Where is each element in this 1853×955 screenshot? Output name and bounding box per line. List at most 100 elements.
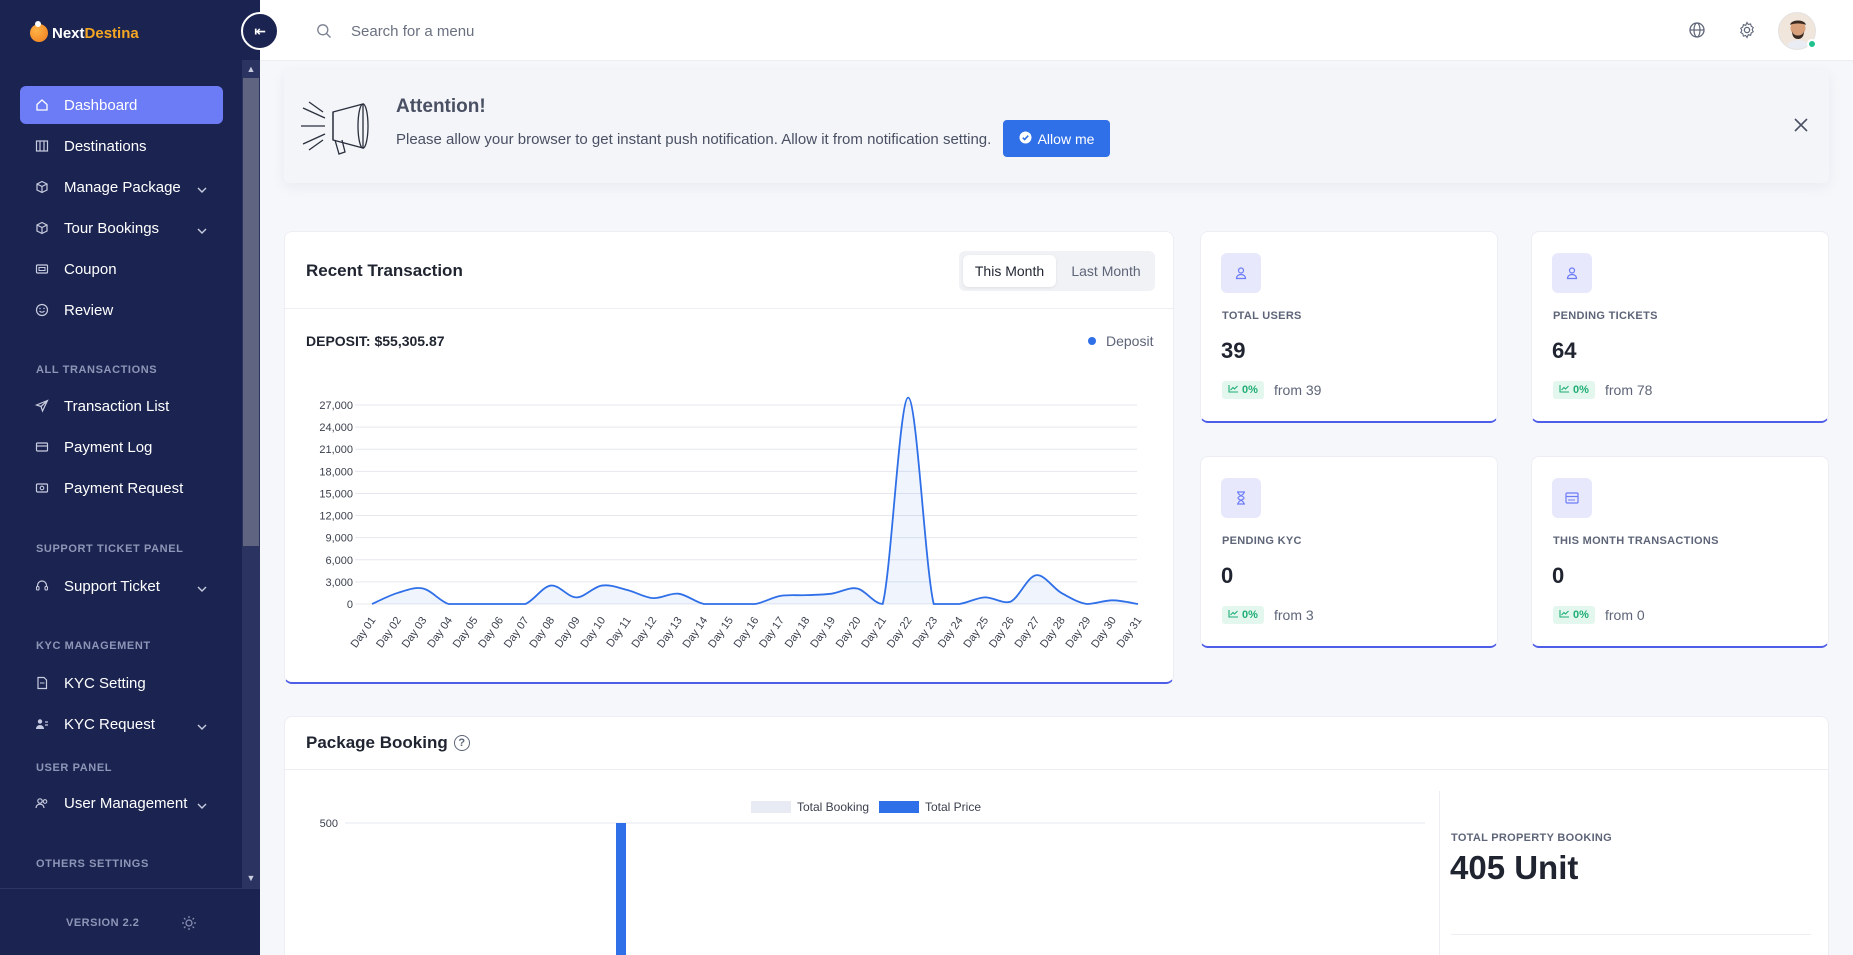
trend-icon — [1559, 609, 1570, 621]
sidebar-item-label: KYC Setting — [64, 674, 146, 692]
stat-label: PENDING KYC — [1222, 535, 1302, 547]
bar-total-price — [616, 823, 626, 955]
version-label: VERSION 2.2 — [66, 917, 140, 929]
package-chart-legend: Total Booking Total Price — [751, 800, 981, 814]
search-input[interactable] — [351, 18, 751, 44]
tab-last-month[interactable]: Last Month — [1071, 263, 1141, 279]
sidebar-item-label: KYC Request — [64, 715, 155, 733]
sidebar-scroll-thumb[interactable] — [243, 78, 259, 546]
x-tick-label: Day 06 — [476, 615, 506, 650]
x-tick-label: Day 19 — [808, 615, 838, 650]
package-icon — [34, 220, 50, 236]
package-booking-card: Package Booking ? Total Booking Total Pri… — [284, 716, 1829, 955]
user-list-icon — [34, 716, 50, 732]
chart-legend[interactable]: Deposit — [1088, 333, 1153, 349]
scroll-up-arrow-icon[interactable]: ▲ — [246, 64, 256, 74]
brand-name-part2: Destina — [84, 24, 139, 42]
x-tick-label: Day 23 — [910, 615, 940, 650]
user-icon — [1552, 253, 1592, 293]
sidebar-item-transaction-list[interactable]: Transaction List — [20, 387, 223, 425]
period-tabs: This Month Last Month — [959, 251, 1155, 291]
stat-card-this-month-transactions: THIS MONTH TRANSACTIONS 0 0% from 0 — [1531, 456, 1829, 648]
globe-icon[interactable] — [1688, 21, 1706, 44]
online-status-dot — [1807, 39, 1817, 49]
x-tick-label: Day 07 — [502, 615, 532, 650]
gear-icon[interactable] — [1738, 21, 1756, 44]
chevron-down-icon — [197, 579, 207, 596]
sidebar-item-tour-bookings[interactable]: Tour Bookings — [20, 209, 223, 247]
sidebar-item-payment-log[interactable]: Payment Log — [20, 428, 223, 466]
sidebar-item-label: Destinations — [64, 137, 147, 155]
sidebar-item-payment-request[interactable]: Payment Request — [20, 469, 223, 507]
legend-dot — [1088, 337, 1096, 345]
close-icon[interactable] — [1793, 117, 1809, 138]
x-tick-label: Day 29 — [1064, 615, 1094, 650]
home-icon — [34, 97, 50, 113]
x-tick-label: Day 31 — [1115, 615, 1145, 650]
banner-title: Attention! — [396, 96, 486, 117]
chevron-down-icon — [197, 180, 207, 197]
collapse-arrow-icon: ⇤ — [254, 22, 266, 39]
x-tick-label: Day 04 — [425, 615, 455, 650]
smile-icon — [34, 302, 50, 318]
ticket-icon — [34, 261, 50, 277]
sidebar-item-coupon[interactable]: Coupon — [20, 250, 223, 288]
x-tick-label: Day 13 — [655, 615, 685, 650]
x-tick-label: Day 10 — [578, 615, 608, 650]
sidebar-item-label: Transaction List — [64, 397, 170, 415]
section-kyc-management: KYC MANAGEMENT — [36, 640, 151, 652]
stat-change-value: 0% — [1242, 609, 1258, 621]
stat-card-pending-kyc: PENDING KYC 0 0% from 3 — [1200, 456, 1498, 648]
check-circle-icon — [1019, 131, 1032, 147]
sidebar-item-manage-package[interactable]: Manage Package — [20, 168, 223, 206]
sidebar-nav: Dashboard Destinations Manage Package To… — [0, 78, 242, 878]
credit-card-icon — [34, 439, 50, 455]
sidebar-item-destinations[interactable]: Destinations — [20, 127, 223, 165]
help-icon[interactable]: ? — [453, 735, 470, 751]
stat-change-value: 0% — [1573, 609, 1589, 621]
chevron-down-icon — [197, 796, 207, 813]
x-tick-label: Day 16 — [732, 615, 762, 650]
deposit-area-chart: 0 3,000 6,000 9,000 12,000 15,000 18,000 21,000… — [319, 396, 1145, 650]
send-icon — [34, 398, 50, 414]
sidebar-item-label: Coupon — [64, 260, 117, 278]
card-title: Package Booking ? — [306, 733, 470, 753]
y-tick-label: 3,000 — [325, 577, 353, 589]
x-tick-label: Day 08 — [527, 615, 557, 650]
legend-label-total-booking: Total Booking — [797, 800, 869, 814]
users-icon — [34, 795, 50, 811]
sidebar-item-review[interactable]: Review — [20, 291, 223, 329]
stat-change-badge: 0% — [1222, 381, 1264, 399]
y-tick-label: 0 — [347, 599, 353, 611]
x-tick-label: Day 12 — [629, 615, 659, 650]
sun-icon[interactable] — [181, 915, 197, 936]
divider — [1451, 934, 1811, 935]
stat-change-value: 0% — [1242, 384, 1258, 396]
x-tick-label: Day 24 — [936, 615, 966, 650]
tab-this-month[interactable]: This Month — [963, 255, 1056, 287]
x-tick-label: Day 05 — [451, 615, 481, 650]
sidebar-item-kyc-setting[interactable]: KYC Setting — [20, 664, 223, 702]
allow-notification-button[interactable]: Allow me — [1003, 120, 1110, 157]
sidebar-item-dashboard[interactable]: Dashboard — [20, 86, 223, 124]
sidebar-item-label: Dashboard — [64, 96, 138, 114]
sidebar-footer: VERSION 2.2 — [0, 888, 260, 955]
card-title: Recent Transaction — [306, 261, 463, 280]
sidebar-item-kyc-request[interactable]: KYC Request — [20, 705, 223, 743]
stat-value: 0 — [1552, 563, 1565, 588]
package-icon — [34, 179, 50, 195]
x-tick-label: Day 14 — [681, 615, 711, 650]
scroll-down-arrow-icon[interactable]: ▼ — [246, 873, 256, 883]
x-tick-label: Day 09 — [553, 615, 583, 650]
trend-icon — [1228, 384, 1239, 396]
stat-previous: from 3 — [1274, 607, 1314, 623]
sidebar-item-support-ticket[interactable]: Support Ticket — [20, 567, 223, 605]
brand-logo[interactable]: Next Destina — [30, 20, 139, 46]
file-icon — [34, 675, 50, 691]
sidebar-item-user-management[interactable]: User Management — [20, 784, 223, 822]
y-tick-label: 12,000 — [319, 511, 353, 523]
deposit-series-line — [371, 396, 1139, 605]
sidebar-collapse-button[interactable]: ⇤ — [241, 12, 279, 50]
x-tick-label: Day 27 — [1012, 615, 1042, 650]
total-property-booking-label: TOTAL PROPERTY BOOKING — [1451, 832, 1613, 844]
